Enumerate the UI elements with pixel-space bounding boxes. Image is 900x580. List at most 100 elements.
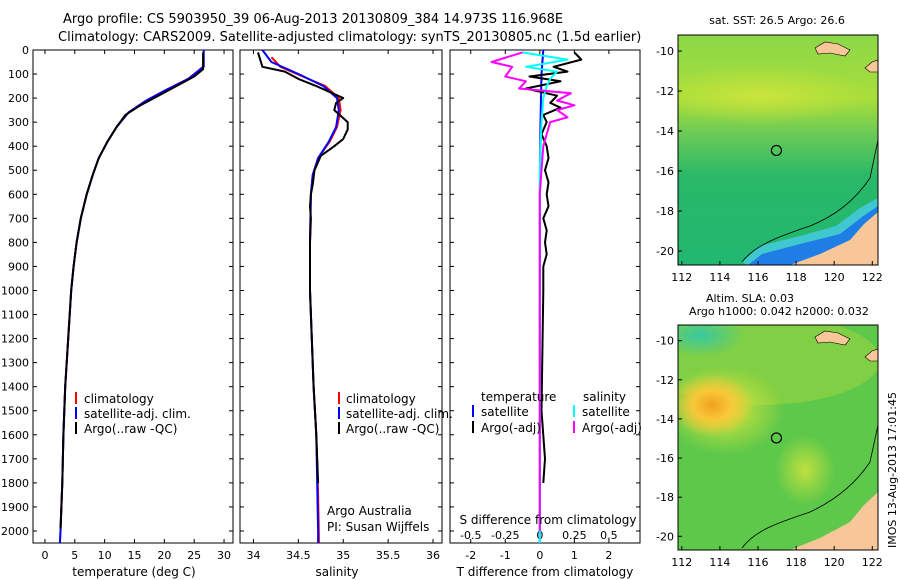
- s-tick-label: 0.25: [562, 529, 587, 542]
- map-x-tick-label: 122: [862, 556, 883, 569]
- x-tick-label: 34: [246, 549, 260, 562]
- difference-series: [490, 49, 583, 543]
- sla-profile-marker: [770, 432, 783, 444]
- legend-label-temp-satellite: satellite: [481, 405, 529, 419]
- sst-warm-band: [678, 65, 870, 125]
- sla-yellow-east: [775, 435, 835, 505]
- sst-profile-marker: [770, 144, 783, 157]
- sla-warm-anomaly: [678, 373, 754, 437]
- header-line1: Argo profile: CS 5903950_39 06-Aug-2013 …: [63, 12, 563, 27]
- x-tick-label: 20: [157, 549, 171, 562]
- series-satellite-adj-clim: [261, 49, 340, 543]
- map-y-tick-label: -12: [656, 374, 674, 387]
- legend-label-argo: Argo(..raw -QC): [84, 422, 177, 436]
- depth-tick-label: 1000: [1, 284, 29, 297]
- map-x-tick-label: 120: [824, 271, 845, 284]
- depth-tick-label: 1500: [1, 405, 29, 418]
- header-line2: Climatology: CARS2009. Satellite-adjuste…: [58, 30, 641, 45]
- map-x-tick-label: 116: [748, 271, 769, 284]
- legend-label-sal-satellite: satellite: [582, 405, 630, 419]
- map-y-tick-label: -18: [656, 205, 674, 218]
- depth-tick-label: 2000: [1, 525, 29, 538]
- x-tick-label: 10: [98, 549, 112, 562]
- depth-tick-label: 100: [8, 68, 29, 81]
- series-salinity-argo-adj: [490, 51, 576, 531]
- salinity-panel-frame: [239, 49, 443, 544]
- sst-coast-cyan: [742, 198, 878, 265]
- temperature-xlabel: temperature (deg C): [72, 565, 195, 579]
- sla-map-frame: [677, 324, 879, 551]
- s-tick-label: 0.5: [600, 529, 618, 542]
- x-tick-label: 5: [71, 549, 78, 562]
- depth-tick-label: 1300: [1, 357, 29, 370]
- x-tick-label: 25: [187, 549, 201, 562]
- series-climatology: [270, 56, 342, 544]
- sla-island-small: [864, 348, 878, 362]
- sst-map: [678, 35, 878, 265]
- s-tick-label: -0.5: [460, 529, 481, 542]
- sla-contour: [741, 424, 878, 549]
- depth-tick-label: 400: [8, 140, 29, 153]
- sla-land: [790, 492, 878, 550]
- salinity-x-axis: 34 34.5 35 35.5 36: [246, 50, 440, 562]
- map-y-tick-label: -10: [656, 45, 674, 58]
- sst-island: [814, 41, 851, 57]
- temperature-x-axis: 0 5 10 15 20 25 30: [41, 50, 231, 562]
- x-tick-label: 0: [536, 549, 543, 562]
- map-y-tick-label: -20: [656, 530, 674, 543]
- sla-map: [678, 325, 878, 550]
- x-tick-label: 35: [336, 549, 350, 562]
- map-x-tick-label: 118: [786, 556, 807, 569]
- series-salinity-satellite: [522, 51, 569, 543]
- series-argo-raw-qc: [59, 52, 205, 529]
- x-tick-label: 15: [127, 549, 141, 562]
- depth-tick-label: 1600: [1, 429, 29, 442]
- map-y-tick-label: -14: [656, 125, 674, 138]
- sla-map-title2: Argo h1000: 0.042 h2000: 0.032: [689, 305, 869, 318]
- s-difference-label: S difference from climatology: [460, 513, 637, 527]
- sst-land: [790, 212, 878, 265]
- x-tick-label: -2: [465, 549, 476, 562]
- depth-tick-label: 700: [8, 212, 29, 225]
- legend-label-sal-argo: Argo(-adj): [582, 421, 642, 435]
- sla-map-axes: 112 114 116 118 120 122 -10 -12 -14 -16 -18 -20: [656, 335, 883, 569]
- map-y-tick-label: -16: [656, 165, 674, 178]
- depth-tick-label: 1100: [1, 309, 29, 322]
- difference-x-axis: -2 -1 0 1 2-0.5 -0.25 0 0.25 0.5: [460, 50, 618, 562]
- difference-panel-frame: [449, 49, 641, 544]
- sst-map-frame: [677, 34, 879, 266]
- map-y-tick-label: -14: [656, 413, 674, 426]
- x-tick-label: 0: [41, 549, 48, 562]
- legend-header-salinity: salinity: [583, 390, 626, 404]
- salinity-series: [257, 49, 349, 544]
- sst-island-small: [864, 59, 878, 73]
- map-x-tick-label: 114: [709, 556, 730, 569]
- map-x-tick-label: 118: [786, 271, 807, 284]
- series-argo-raw-qc: [257, 52, 349, 483]
- depth-tick-label: 600: [8, 188, 29, 201]
- map-x-tick-label: 112: [671, 271, 692, 284]
- legend-label-temp-argo: Argo(-adj): [481, 421, 541, 435]
- depth-tick-label: 500: [8, 164, 29, 177]
- sst-contour: [741, 139, 878, 263]
- legend-label-argo: Argo(..raw -QC): [346, 422, 439, 436]
- series-temperature-argo-adj: [525, 51, 583, 483]
- map-y-tick-label: -12: [656, 85, 674, 98]
- temperature-panel-frame: [32, 49, 234, 544]
- x-tick-label: 1: [571, 549, 578, 562]
- sst-map-title: sat. SST: 26.5 Argo: 26.6: [709, 14, 845, 27]
- depth-tick-label: 1400: [1, 381, 29, 394]
- legend-label-climatology: climatology: [346, 392, 416, 406]
- salinity-xlabel: salinity: [315, 565, 358, 579]
- salinity-legend: climatology satellite-adj. clim. Argo(..…: [338, 392, 453, 436]
- pi-label: PI: Susan Wijffels: [327, 520, 429, 534]
- depth-tick-label: 900: [8, 260, 29, 273]
- x-tick-label: 34.5: [286, 549, 311, 562]
- x-tick-label: 30: [217, 549, 231, 562]
- depth-tick-label: 300: [8, 116, 29, 129]
- depth-tick-label: 800: [8, 236, 29, 249]
- temperature-series: [58, 50, 205, 544]
- s-tick-label: -0.25: [491, 529, 519, 542]
- depth-tick-label: 0: [22, 44, 29, 57]
